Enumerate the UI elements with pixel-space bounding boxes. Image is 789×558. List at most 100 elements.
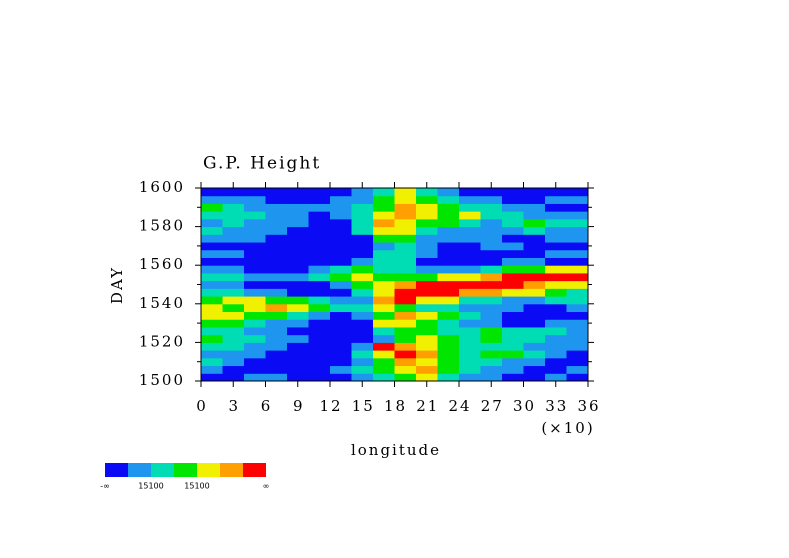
heat-cell [523, 326, 546, 336]
heat-cell [373, 326, 395, 336]
heat-cell [566, 226, 589, 235]
heat-cell [244, 257, 266, 266]
heat-cell [222, 226, 245, 235]
heat-cell [502, 218, 524, 228]
heat-cell [308, 265, 331, 274]
heat-cell [222, 288, 245, 297]
heat-cell [222, 296, 245, 305]
heat-cell [545, 303, 567, 313]
heat-cell [201, 296, 223, 305]
heat-cell [244, 203, 266, 212]
heat-cell [523, 334, 546, 343]
heat-cell [416, 203, 438, 212]
heat-cell [265, 373, 288, 382]
heat-cell [416, 226, 438, 235]
heat-cell [222, 242, 245, 251]
x-tick-label: 3 [228, 397, 240, 415]
heat-cell [287, 249, 309, 258]
heat-cell [416, 272, 438, 282]
heat-cell [265, 342, 288, 351]
heat-cell [437, 365, 460, 374]
heat-cell [394, 211, 417, 220]
heat-cell [394, 265, 417, 274]
heat-cell [502, 296, 524, 305]
heat-cell [480, 218, 503, 228]
heat-cell [437, 211, 460, 220]
heat-cell [545, 319, 567, 328]
heat-cell [373, 334, 395, 343]
heat-cell [416, 303, 438, 313]
heat-cell [351, 296, 374, 305]
heat-cell [416, 242, 438, 251]
heat-cell [201, 319, 223, 328]
heat-cell [545, 242, 567, 251]
heat-cell [330, 226, 352, 235]
heat-cell [459, 242, 481, 251]
heat-cell [265, 334, 288, 343]
heat-cell [265, 303, 288, 313]
heat-cell [459, 357, 481, 367]
heat-cell [222, 218, 245, 228]
heat-cell [287, 242, 309, 251]
heat-cell [287, 226, 309, 235]
heat-cell [373, 188, 395, 197]
heat-cell [480, 288, 503, 297]
colorbar-label: 15100 [184, 482, 209, 491]
heat-cell [566, 249, 589, 258]
heat-cell [244, 357, 266, 367]
heat-cell [222, 234, 245, 243]
heat-cell [351, 211, 374, 220]
y-tick-label: 1540 [139, 294, 185, 312]
heat-cell [394, 373, 417, 382]
heat-cell [287, 326, 309, 336]
heat-cell [545, 218, 567, 228]
heat-cell [265, 195, 288, 204]
heat-cell [480, 319, 503, 328]
heat-cell [545, 365, 567, 374]
heat-cell [201, 218, 223, 228]
heat-cell [480, 365, 503, 374]
heat-cell [308, 203, 331, 212]
heat-cell [287, 342, 309, 351]
heat-cell [351, 357, 374, 367]
heat-cell [480, 311, 503, 320]
colorbar-box [243, 463, 266, 477]
heat-cell [545, 249, 567, 258]
heat-cell [330, 257, 352, 266]
heat-cell [566, 365, 589, 374]
heat-cell [566, 319, 589, 328]
heat-cell [394, 242, 417, 251]
heat-cell [459, 188, 481, 197]
heat-cell [437, 350, 460, 359]
heat-cell [480, 272, 503, 282]
heat-cell [265, 350, 288, 359]
heat-cell [566, 350, 589, 359]
heat-cell [545, 195, 567, 204]
heat-cell [545, 272, 567, 282]
heat-cell [480, 188, 503, 197]
heat-cell [201, 272, 223, 282]
heat-cell [480, 326, 503, 336]
heat-cell [394, 296, 417, 305]
heat-cell [373, 373, 395, 382]
heat-cell [459, 288, 481, 297]
colorbar-box [220, 463, 243, 477]
heat-cell [502, 311, 524, 320]
heat-cell [201, 257, 223, 266]
heat-cell [244, 272, 266, 282]
heat-cell [287, 195, 309, 204]
heat-cell [330, 373, 352, 382]
heat-cell [459, 303, 481, 313]
heat-cell [437, 342, 460, 351]
heat-cell [566, 203, 589, 212]
heat-cell [265, 311, 288, 320]
heat-cell [437, 319, 460, 328]
heat-cell [308, 226, 331, 235]
heat-cell [265, 249, 288, 258]
heat-cell [437, 311, 460, 320]
heat-cell [308, 195, 331, 204]
heat-cell [351, 373, 374, 382]
heat-cell [566, 218, 589, 228]
heat-cell [244, 342, 266, 351]
